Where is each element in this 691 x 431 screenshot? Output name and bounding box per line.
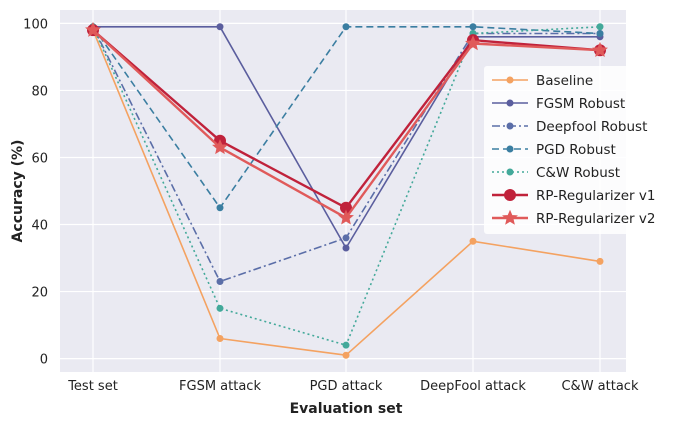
- data-point: [596, 23, 604, 31]
- series-layer: [85, 21, 608, 359]
- x-tick-label: PGD attack: [310, 379, 383, 394]
- y-axis-label: Accuracy (%): [10, 140, 26, 243]
- legend-label: RP-Regularizer v1: [536, 188, 655, 204]
- legend-marker: [506, 168, 514, 176]
- legend-label: Baseline: [536, 73, 593, 89]
- data-point: [216, 23, 224, 31]
- data-point: [592, 41, 608, 57]
- data-point: [342, 351, 350, 359]
- legend-marker: [506, 145, 514, 153]
- data-point: [216, 334, 224, 342]
- x-tick-label: C&W attack: [561, 379, 638, 394]
- legend-marker: [502, 209, 518, 225]
- data-point: [216, 304, 224, 312]
- legend: Baseline FGSM Robust Deepfool Robust PGD Ro…: [484, 66, 682, 234]
- data-point: [216, 204, 224, 212]
- legend-label: PGD Robust: [536, 142, 616, 158]
- legend-box: [484, 66, 682, 234]
- y-tick-label: 60: [31, 151, 48, 166]
- data-point: [85, 21, 101, 37]
- data-point: [342, 244, 350, 252]
- legend-marker: [504, 189, 516, 201]
- y-tick-labels: 0 20 40 60 80 100: [23, 17, 48, 367]
- x-axis-label: Evaluation set: [290, 401, 403, 417]
- data-point: [342, 23, 350, 31]
- legend-marker: [506, 99, 514, 107]
- legend-label: FGSM Robust: [536, 96, 625, 112]
- data-point: [212, 139, 228, 155]
- data-point: [596, 29, 604, 37]
- legend-label: RP-Regularizer v2: [536, 211, 655, 227]
- data-point: [216, 278, 224, 285]
- data-point: [469, 23, 477, 31]
- data-point: [469, 237, 477, 245]
- legend-label: Deepfool Robust: [536, 119, 647, 135]
- legend-marker: [506, 122, 514, 130]
- x-tick-label: DeepFool attack: [420, 379, 526, 394]
- data-point: [338, 209, 354, 225]
- y-tick-label: 0: [40, 353, 48, 368]
- x-tick-label: FGSM attack: [179, 379, 261, 394]
- data-point: [465, 35, 481, 51]
- y-tick-label: 100: [23, 17, 48, 32]
- data-point: [342, 234, 350, 242]
- legend-marker: [506, 76, 514, 84]
- data-point: [342, 341, 350, 349]
- y-tick-label: 80: [31, 84, 48, 99]
- y-tick-label: 20: [31, 286, 48, 301]
- y-tick-label: 40: [31, 219, 48, 234]
- x-tick-label: Test set: [67, 379, 118, 394]
- series-6: [85, 21, 608, 225]
- legend-label: C&W Robust: [536, 165, 620, 181]
- data-point: [596, 257, 604, 265]
- x-tick-labels: Test set FGSM attack PGD attack DeepFool at…: [67, 379, 639, 394]
